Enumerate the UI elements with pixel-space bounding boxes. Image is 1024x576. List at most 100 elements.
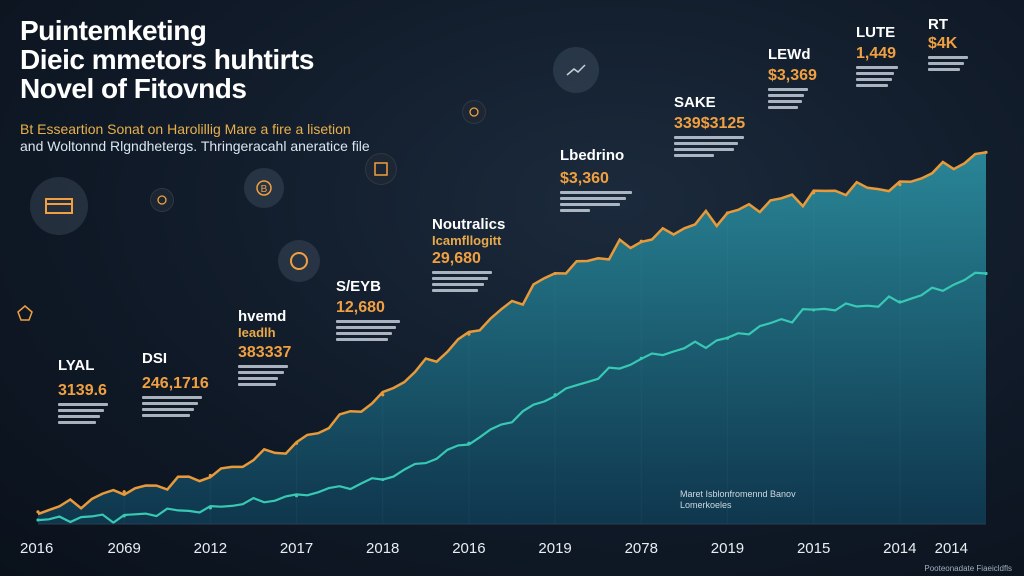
data-point [984,150,988,154]
card-icon [30,177,88,235]
annotation-sub: Ieadlh [238,325,276,340]
credit-text: Pooteonadate Fiaeicldfls [924,564,1012,573]
annotation-value: $3,360 [560,170,609,187]
data-point [122,514,126,518]
annotation-value: 1,449 [856,45,897,62]
title-line-3: Novel of Fitovnds [20,73,247,104]
annotation-value: 3139.6 [58,382,107,399]
annotation-sake: SAKE 339$3125 [674,94,745,160]
bitcoin-icon: B [244,168,284,208]
annotation-note [432,271,505,292]
annotation-label: hvemd [238,308,287,325]
x-tick-label: 2019 [538,540,571,557]
annotation-label: LUTE [856,24,896,41]
annotation-value: 383337 [238,344,292,361]
subtitle-line-2: and Woltonnd Rlgndhetergs. Thringeracahl… [20,138,370,154]
data-point [639,356,643,360]
x-tick-label: 2012 [194,540,227,557]
annotation-lyal: LYAL 3139.6 [58,357,108,427]
annotation-lewd: LEWd $3,369 [768,46,817,112]
chart-title: Puintemketing Dieic mmetors huhtirts Nov… [20,16,314,103]
x-tick-label: 2014 [883,540,916,557]
annotation-label: Lbedrino [560,147,625,164]
data-point [812,191,816,195]
annotation-label: DSI [142,350,168,367]
coin-icon [150,188,174,212]
annotation-value: 246,1716 [142,375,209,392]
x-tick-label: 2018 [366,540,399,557]
coin-icon [278,240,320,282]
data-point [381,477,385,482]
star-icon [12,300,38,326]
annotation-note [142,396,209,417]
x-tick-label: 2016 [20,540,53,557]
chart-icon [553,47,599,93]
series-area-line [37,151,987,516]
data-point [898,300,902,304]
series-lower-line [37,271,987,524]
data-point [553,271,557,276]
annotation-note [856,66,898,87]
data-point [725,336,730,340]
annotation-note [928,56,968,71]
money-icon [365,153,397,185]
data-point [639,239,643,243]
annotation-note [674,136,745,157]
x-tick-label: 2078 [625,540,658,557]
annotation-note [768,88,817,109]
annotation-note [560,191,632,212]
data-point [984,271,988,276]
x-tick-label: 2069 [107,540,140,557]
chart-subtitle: Bt Esseartion Sonat on Harolillig Mare a… [20,121,370,155]
annotation-label: RT [928,16,948,33]
annotation-label: S/EYB [336,278,382,295]
data-point [294,494,299,498]
percent-icon [462,100,486,124]
annotation-value: $3,369 [768,67,817,84]
annotation-hvemd: hvemd Ieadlh 383337 [238,308,291,389]
data-point [553,393,557,397]
annotation-rt: RT $4K [928,16,968,74]
data-point [467,441,471,445]
data-point [208,506,212,510]
annotation-note [58,403,108,424]
title-line-1: Puintemketing [20,15,207,46]
annotation-lbedrino: Lbedrino $3,360 [560,147,632,215]
data-point [467,332,471,336]
x-tick-label: 2014 [935,540,968,557]
footnote-line-1: Maret Isblonfromennd Banov [680,489,796,499]
data-point [122,490,126,494]
data-point [898,183,902,187]
x-tick-label: 2017 [280,540,313,557]
area-fill [38,152,986,525]
annotation-sub: Icamfllogitt [432,233,502,248]
data-point [812,308,816,312]
annotation-value: 29,680 [432,250,481,267]
annotation-noutralics: Noutralics Icamfllogitt 29,680 [432,216,505,295]
subtitle-line-1: Bt Esseartion Sonat on Harolillig Mare a… [20,121,351,137]
footnote-line-2: Lomerkoeles [680,500,732,510]
x-tick-label: 2019 [711,540,744,557]
annotation-note [238,365,291,386]
annotation-label: LEWd [768,46,811,63]
svg-text:B: B [261,184,268,195]
data-point [36,518,40,522]
title-line-2: Dieic mmetors huhtirts [20,44,314,75]
annotation-label: SAKE [674,94,716,111]
annotation-value: 339$3125 [674,115,746,132]
data-point [36,510,40,514]
x-tick-label: 2015 [797,540,830,557]
annotation-label: LYAL [58,357,95,374]
data-point [381,393,385,397]
x-tick-label: 2016 [452,540,485,557]
data-point [294,441,299,445]
annotation-sexb: S/EYB 12,680 [336,278,400,344]
annotation-dsi: DSI 246,1716 [142,350,209,420]
annotation-note [336,320,400,341]
annotation-value: 12,680 [336,299,385,316]
annotation-label: Noutralics [432,216,506,233]
annotation-lute: LUTE 1,449 [856,24,898,90]
annotation-value: $4K [928,35,958,52]
data-point [208,473,212,478]
